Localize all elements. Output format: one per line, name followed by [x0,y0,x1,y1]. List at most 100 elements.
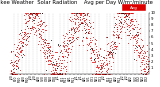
Point [55,66,58,67]
Point [58,72,61,73]
Point [108,45,111,46]
Point [26,20,28,21]
Point [105,71,108,72]
Point [32,20,34,21]
Point [47,63,50,64]
Point [52,73,55,74]
Point [84,31,87,32]
Point [33,26,36,28]
Point [82,22,84,23]
Point [77,25,79,26]
Point [21,39,24,40]
Point [115,37,117,38]
Point [132,20,135,22]
Point [35,14,38,15]
Point [85,24,88,25]
Point [103,73,105,74]
Point [34,16,37,17]
Point [32,12,34,13]
Point [94,73,96,74]
Point [81,39,84,40]
Point [66,51,68,52]
Point [61,72,64,74]
Point [122,12,124,13]
Point [91,49,93,50]
Point [80,13,82,14]
Point [22,41,24,42]
Point [93,38,96,40]
Point [54,58,56,59]
Point [92,61,94,63]
Point [10,59,13,61]
Point [122,19,125,21]
Point [36,14,38,15]
Point [129,19,132,20]
Point [15,55,18,56]
Point [24,28,26,30]
Point [16,62,18,64]
Point [117,36,119,37]
Point [71,36,73,38]
Point [136,33,139,35]
Point [41,40,44,41]
Point [49,45,51,46]
Point [20,40,23,41]
Point [95,39,97,41]
Point [60,55,63,56]
Point [92,58,95,60]
Point [78,19,81,20]
Point [131,24,133,25]
Point [20,50,22,51]
Point [28,17,31,19]
Point [68,40,70,41]
Point [42,73,45,74]
Point [15,56,18,57]
Point [31,12,34,13]
Point [95,72,98,74]
Point [105,36,108,37]
Point [83,14,86,15]
Point [79,22,82,23]
Text: Avg: Avg [130,6,138,10]
Point [68,39,71,40]
Point [100,64,103,66]
Point [90,41,92,43]
Point [79,12,81,13]
Point [87,31,89,33]
Point [38,17,41,19]
Point [65,71,68,72]
Point [44,49,47,51]
Point [79,13,82,15]
Point [21,36,24,38]
Point [91,73,93,74]
Point [97,57,99,58]
Point [107,68,110,69]
Point [53,72,55,73]
Point [43,22,45,23]
Point [40,20,42,22]
Point [61,63,63,64]
Point [18,33,21,34]
Point [102,73,104,74]
Point [39,26,42,27]
Point [102,65,105,66]
Point [142,46,144,47]
Point [90,57,92,58]
Point [144,73,146,74]
Point [96,57,99,59]
Point [123,16,125,17]
Point [61,55,63,56]
Point [58,65,60,66]
Point [12,50,14,52]
Point [44,51,47,52]
Point [10,62,13,63]
Point [105,60,107,61]
Point [86,14,89,15]
Point [15,48,18,49]
Point [39,35,42,37]
Point [66,57,68,58]
Point [142,70,145,71]
Point [134,26,136,27]
Point [94,73,96,74]
Point [38,23,41,25]
